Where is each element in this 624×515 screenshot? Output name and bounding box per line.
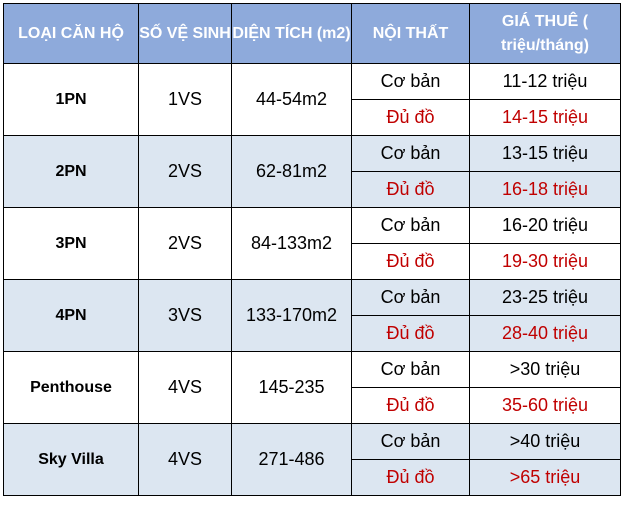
header-cell: NỘI THẤT [351, 3, 470, 64]
area-cell: 84-133m2 [231, 207, 352, 280]
type-cell: 3PN [3, 207, 139, 280]
price-cell: 16-20 triệu [469, 207, 621, 244]
area-cell: 44-54m2 [231, 63, 352, 136]
furniture-cell: Đủ đồ [351, 459, 470, 496]
type-cell: Sky Villa [3, 423, 139, 496]
price-table: LOẠI CĂN HỘ SỐ VỆ SINH DIỆN TÍCH (m2) NỘI T… [3, 3, 621, 496]
furniture-cell: Cơ bản [351, 135, 470, 172]
table-row: 4PN 3VS 133-170m2 Cơ bản 23-25 triệu [3, 279, 621, 352]
furniture-cell: Cơ bản [351, 351, 470, 388]
type-cell: 1PN [3, 63, 139, 136]
type-cell: 2PN [3, 135, 139, 208]
price-cell: >30 triệu [469, 351, 621, 388]
price-cell: 23-25 triệu [469, 279, 621, 316]
furniture-cell: Đủ đồ [351, 171, 470, 208]
price-cell: 35-60 triệu [469, 387, 621, 424]
furniture-cell: Cơ bản [351, 279, 470, 316]
price-cell: >40 triệu [469, 423, 621, 460]
price-cell: >65 triệu [469, 459, 621, 496]
wc-cell: 2VS [138, 135, 232, 208]
furniture-cell: Đủ đồ [351, 243, 470, 280]
wc-cell: 2VS [138, 207, 232, 280]
table-row: Penthouse 4VS 145-235 Cơ bản >30 triệu [3, 351, 621, 424]
table-row: Đủ đồ >65 triệu [4, 459, 621, 496]
furniture-cell: Đủ đồ [351, 315, 470, 352]
price-cell: 13-15 triệu [469, 135, 621, 172]
area-cell: 271-486 [231, 423, 352, 496]
furniture-cell: Đủ đồ [351, 387, 470, 424]
wc-cell: 1VS [138, 63, 232, 136]
type-cell: Penthouse [3, 351, 139, 424]
furniture-cell: Cơ bản [351, 207, 470, 244]
table-row: Đủ đồ 19-30 triệu [4, 243, 621, 280]
table-row: 2PN 2VS 62-81m2 Cơ bản 13-15 triệu [3, 135, 621, 208]
table-row: Đủ đồ 16-18 triệu [4, 171, 621, 208]
table-row: Đủ đồ 35-60 triệu [4, 387, 621, 424]
header-row: LOẠI CĂN HỘ SỐ VỆ SINH DIỆN TÍCH (m2) NỘI T… [3, 3, 621, 64]
table-body: 1PN 1VS 44-54m2 Cơ bản 11-12 triệu Đủ đồ 14-15… [3, 63, 621, 496]
table-row: Đủ đồ 14-15 triệu [4, 99, 621, 136]
table-row: 3PN 2VS 84-133m2 Cơ bản 16-20 triệu [3, 207, 621, 280]
wc-cell: 4VS [138, 423, 232, 496]
price-cell: 11-12 triệu [469, 63, 621, 100]
header-cell: GIÁ THUÊ ( triệu/tháng) [469, 3, 621, 64]
price-cell: 16-18 triệu [469, 171, 621, 208]
table-row: Sky Villa 4VS 271-486 Cơ bản >40 triệu [3, 423, 621, 496]
type-cell: 4PN [3, 279, 139, 352]
furniture-cell: Đủ đồ [351, 99, 470, 136]
header-cell: SỐ VỆ SINH [138, 3, 232, 64]
wc-cell: 4VS [138, 351, 232, 424]
price-cell: 14-15 triệu [469, 99, 621, 136]
area-cell: 62-81m2 [231, 135, 352, 208]
price-cell: 19-30 triệu [469, 243, 621, 280]
table-row: Đủ đồ 28-40 triệu [4, 315, 621, 352]
table-row: 1PN 1VS 44-54m2 Cơ bản 11-12 triệu [3, 63, 621, 136]
price-cell: 28-40 triệu [469, 315, 621, 352]
header-cell: LOẠI CĂN HỘ [3, 3, 139, 64]
wc-cell: 3VS [138, 279, 232, 352]
area-cell: 145-235 [231, 351, 352, 424]
furniture-cell: Cơ bản [351, 63, 470, 100]
area-cell: 133-170m2 [231, 279, 352, 352]
header-cell: DIỆN TÍCH (m2) [231, 3, 352, 64]
furniture-cell: Cơ bản [351, 423, 470, 460]
